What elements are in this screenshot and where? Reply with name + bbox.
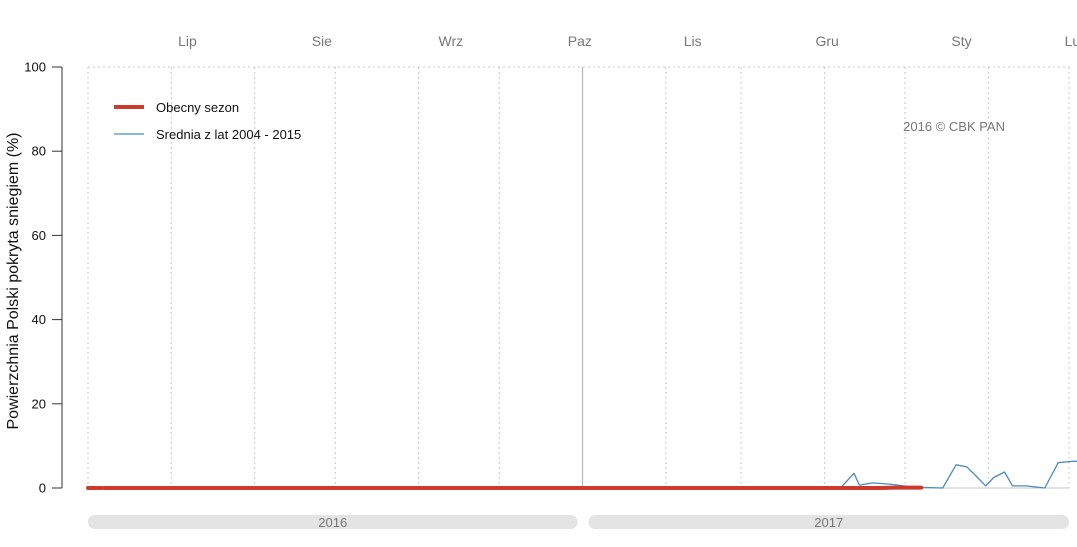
month-label-lut: Lut <box>1065 33 1077 49</box>
copyright-note: 2016 © CBK PAN <box>903 119 1005 134</box>
month-label-sie: Sie <box>312 33 332 49</box>
month-label-wrz: Wrz <box>439 33 464 49</box>
y-tick-label: 60 <box>32 228 46 243</box>
year-bands: 2016 2017 <box>88 515 1069 530</box>
year-label-2017: 2017 <box>814 515 843 530</box>
month-label-lis: Lis <box>684 33 702 49</box>
month-label-lip: Lip <box>178 33 197 49</box>
y-tick-label: 0 <box>39 481 46 496</box>
legend-label-average: Srednia z lat 2004 - 2015 <box>156 127 301 142</box>
y-tick-label: 100 <box>24 60 46 75</box>
legend-label-current-season: Obecny sezon <box>156 100 239 115</box>
month-label-paz: Paz <box>568 33 592 49</box>
month-label-sty: Sty <box>951 33 971 49</box>
month-label-gru: Gru <box>815 33 838 49</box>
data-series <box>86 460 1077 490</box>
year-label-2016: 2016 <box>318 515 347 530</box>
y-axis: 0 20 40 60 80 100 <box>24 60 63 496</box>
y-axis-label: Powierzchnia Polski pokryta sniegiem (%) <box>5 133 22 430</box>
year-band-2017 <box>588 515 1069 529</box>
y-tick-label: 20 <box>32 396 46 411</box>
legend: Obecny sezon Srednia z lat 2004 - 2015 <box>114 100 301 142</box>
series-line-average <box>88 460 1077 489</box>
y-tick-label: 80 <box>32 144 46 159</box>
month-labels: LipSieWrzPazLisGruStyLutMarKwiMajCze <box>178 33 1077 49</box>
y-tick-label: 40 <box>32 312 46 327</box>
year-band-2016 <box>88 515 578 529</box>
